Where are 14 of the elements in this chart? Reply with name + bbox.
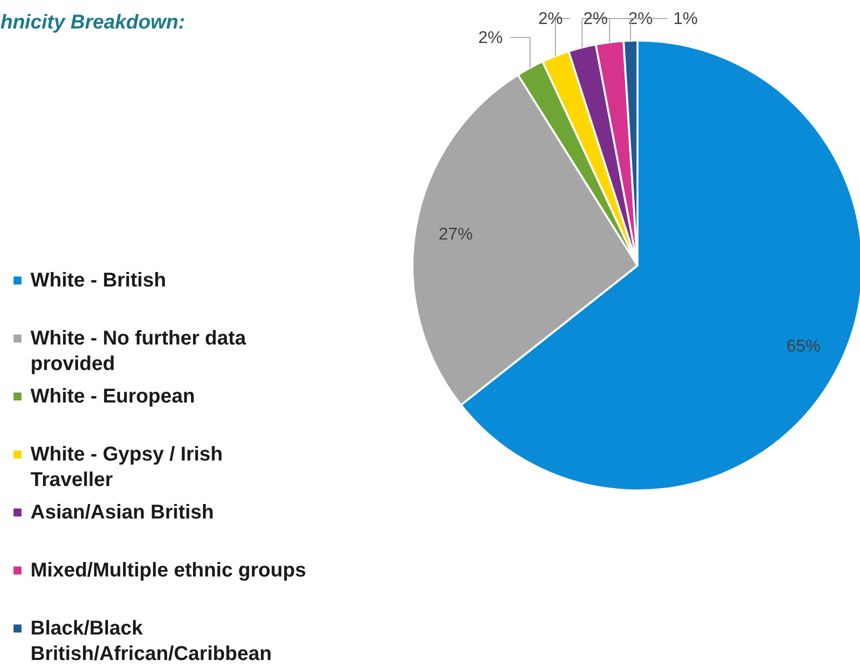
legend-label: White - No further data provided — [30, 328, 247, 375]
legend-label: Mixed/Multiple ethnic groups — [30, 560, 306, 582]
legend-label: Asian/Asian British — [30, 502, 214, 524]
data-label: 2% — [583, 9, 608, 28]
chart-title: hnicity Breakdown: — [0, 12, 185, 34]
legend-label: White - European — [30, 386, 195, 408]
data-label: 27% — [438, 224, 473, 244]
data-label: 65% — [786, 336, 821, 356]
data-label: 1% — [673, 9, 698, 28]
data-label: 2% — [478, 28, 503, 47]
data-label: 2% — [538, 9, 563, 28]
legend-label: Black/Black British/African/Caribbean — [30, 618, 272, 665]
legend-label: White - Gypsy / Irish Traveller — [30, 444, 223, 491]
legend-label: White - British — [30, 270, 166, 292]
